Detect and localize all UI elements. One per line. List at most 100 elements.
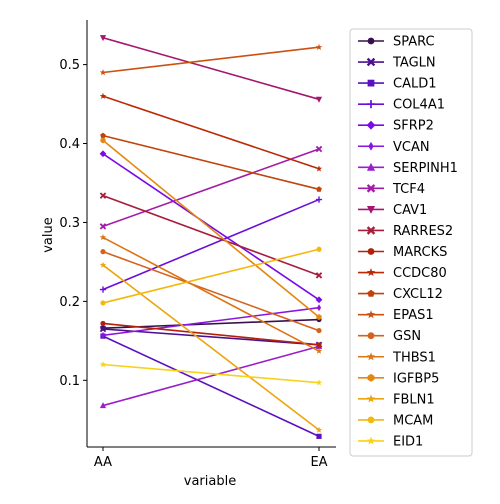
data-point-vcan-aa <box>100 331 106 339</box>
legend-marker-tcf4 <box>366 184 376 193</box>
legend-label: VCAN <box>393 140 430 155</box>
data-point-cald1-ea <box>316 433 322 439</box>
legend-item-igfbp5: IGFBP5 <box>358 371 439 386</box>
data-point-thbs1-aa <box>99 234 107 241</box>
data-point-cxcl12-aa <box>100 132 106 139</box>
legend-label: CALD1 <box>393 77 437 92</box>
data-point-mcam-ea <box>316 246 322 252</box>
legend-marker-cald1 <box>367 79 375 87</box>
legend-marker-rarres2 <box>366 226 376 235</box>
legend-item-serpinh1: SERPINH1 <box>358 161 458 176</box>
data-point-gsn-aa <box>100 249 106 255</box>
legend-label: MARCKS <box>393 245 447 260</box>
data-point-marcks-ea <box>316 342 322 348</box>
series-line-eid1 <box>102 363 320 384</box>
data-point-gsn-ea <box>316 327 322 334</box>
legend-item-sfrp2: SFRP2 <box>358 119 434 134</box>
legend-marker-ccdc80 <box>366 268 376 277</box>
legend-marker-tagln-stroke <box>366 57 376 67</box>
legend-label: CCDC80 <box>393 266 447 281</box>
legend-item-epas1: EPAS1 <box>358 308 434 323</box>
data-point-cav1-ea <box>315 96 323 103</box>
legend-item-col4a1: COL4A1 <box>358 98 445 113</box>
legend-label: SERPINH1 <box>393 161 458 176</box>
legend-label: THBS1 <box>392 350 436 365</box>
legend-marker-gsn <box>367 332 375 340</box>
legend-marker-fbln1 <box>366 394 376 403</box>
legend-item-tcf4: TCF4 <box>358 182 425 197</box>
legend-marker-eid1 <box>366 436 376 445</box>
series-vcan <box>100 304 322 339</box>
legend-frame <box>349 28 473 457</box>
series-tcf4 <box>99 145 323 230</box>
data-point-thbs1-ea <box>315 347 323 354</box>
legend-label: CXCL12 <box>393 287 443 302</box>
legend-label: COL4A1 <box>393 98 445 113</box>
data-point-igfbp5-aa <box>100 137 106 144</box>
data-point-fbln1-ea <box>315 426 323 433</box>
legend-marker-igfbp5 <box>367 373 375 382</box>
data-point-eid1-ea <box>315 379 323 386</box>
data-point-ccdc80-ea <box>315 165 323 172</box>
data-point-marcks-aa <box>100 320 106 327</box>
series-line-fbln1 <box>102 264 320 431</box>
legend-label: CAV1 <box>393 203 427 218</box>
data-point-epas1-aa <box>99 69 107 76</box>
data-point-serpinh1-aa <box>99 402 107 409</box>
series-line-col4a1 <box>102 198 320 291</box>
legend-label: SFRP2 <box>393 119 434 134</box>
series-line-vcan <box>102 306 320 337</box>
x-tick-label: EA <box>310 455 327 470</box>
plot-area: 0.1 0.2 0.3 0.4 0.5 AA EA <box>59 20 336 470</box>
x-tick-label: AA <box>94 455 112 470</box>
series-line-epas1 <box>102 46 320 74</box>
legend-marker-mcam <box>367 416 375 424</box>
legend-marker-thbs1 <box>366 352 376 361</box>
legend-marker-sparc <box>367 37 375 45</box>
data-point-igfbp5-ea <box>316 314 322 321</box>
data-point-col4a1-aa <box>99 286 107 293</box>
legend-item-mcam: MCAM <box>358 413 433 428</box>
data-point-cxcl12-ea <box>316 186 322 192</box>
data-point-mcam-aa <box>100 300 106 306</box>
data-point-col4a1-ea <box>315 196 323 203</box>
legend-item-fbln1: FBLN1 <box>358 392 435 407</box>
data-point-sfrp2-ea <box>315 296 323 304</box>
legend-label: RARRES2 <box>393 224 453 239</box>
data-point-tcf4-aa <box>99 223 107 230</box>
legend-item-thbs1: THBS1 <box>358 350 436 365</box>
legend-label: FBLN1 <box>393 392 435 407</box>
legend-label: IGFBP5 <box>393 371 439 386</box>
data-point-rarres2-aa <box>99 192 107 199</box>
data-point-tagln-aa-stroke <box>99 325 107 333</box>
data-point-tcf4-ea <box>315 145 323 153</box>
series-line-tcf4 <box>102 148 320 228</box>
series-line-mcam <box>102 248 320 304</box>
series-mcam <box>100 246 322 306</box>
data-point-ccdc80-aa <box>99 92 107 99</box>
series-line-cxcl12 <box>102 134 320 191</box>
legend-item-rarres2: RARRES2 <box>358 224 453 239</box>
legend-label: MCAM <box>393 413 433 428</box>
series-line-marcks <box>102 322 320 346</box>
legend-label: GSN <box>393 329 421 344</box>
series-line-rarres2 <box>102 194 320 277</box>
y-tick-label: 0.2 <box>59 295 80 310</box>
data-point-eid1-aa <box>99 361 107 368</box>
series-serpinh1 <box>99 342 323 409</box>
y-tick-label: 0.5 <box>59 58 80 73</box>
data-point-tcf4-ea-stroke <box>315 145 323 153</box>
legend-item-vcan: VCAN <box>358 140 430 155</box>
series-eid1 <box>99 361 323 386</box>
series-marcks <box>100 320 322 348</box>
data-point-tcf4-aa-stroke <box>99 223 107 230</box>
series-line-cald1 <box>102 335 320 438</box>
legend-label: EPAS1 <box>393 308 434 323</box>
series-tagln <box>99 325 323 349</box>
series-line-igfbp5 <box>102 139 320 318</box>
legend-item-sparc: SPARC <box>358 35 435 50</box>
series-line-cav1 <box>102 36 320 101</box>
legend-item-gsn: GSN <box>358 329 421 344</box>
